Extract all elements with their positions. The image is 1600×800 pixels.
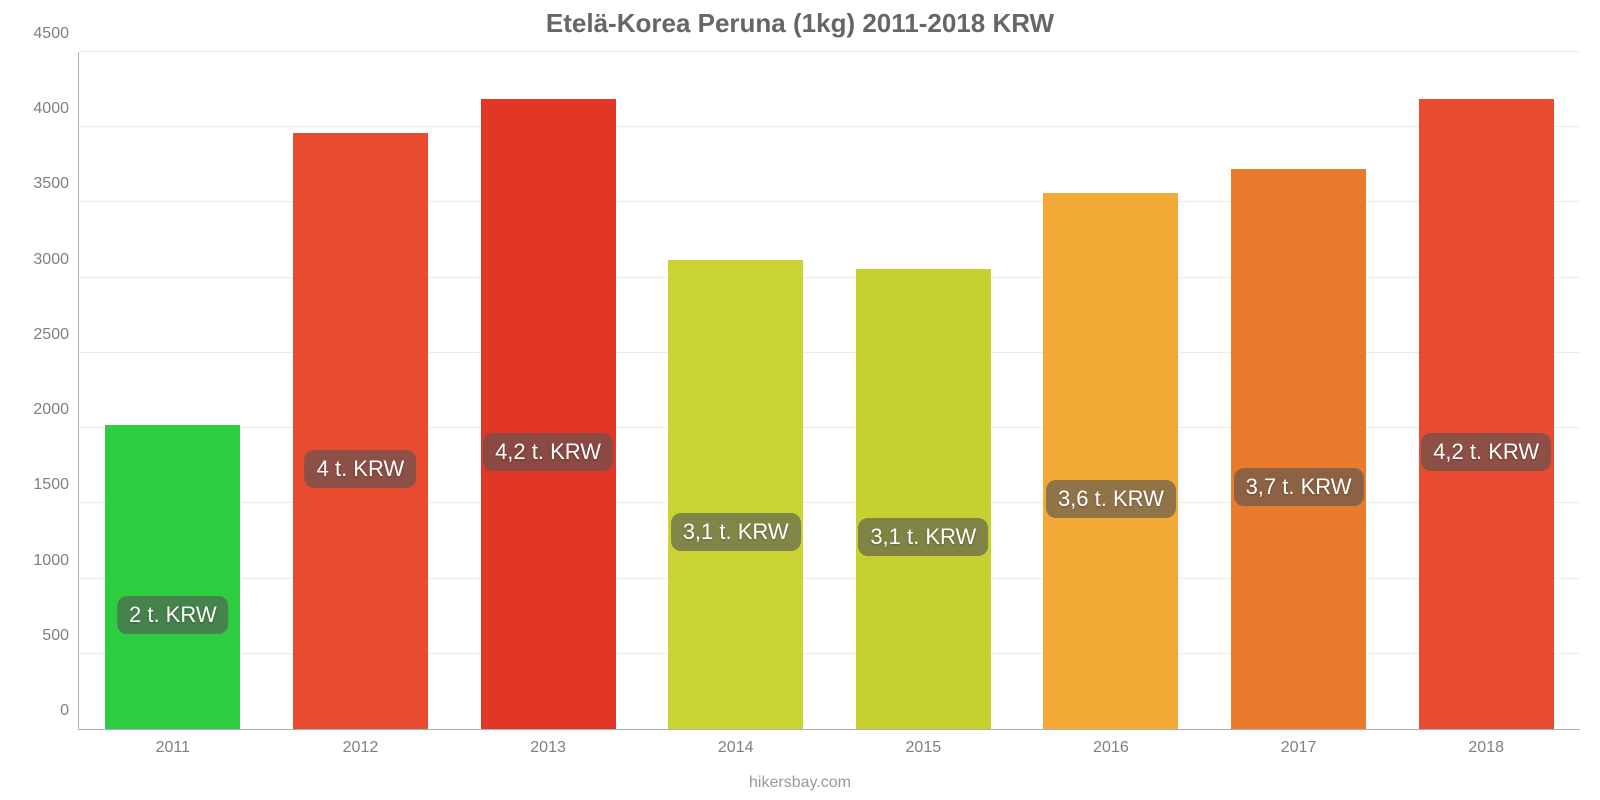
x-tick-label: 2016 — [1093, 739, 1129, 757]
bar: 4,2 t. KRW — [1419, 99, 1554, 729]
x-tick-label: 2013 — [530, 739, 566, 757]
value-badge: 3,7 t. KRW — [1234, 468, 1364, 506]
bar-slot: 4 t. KRW2012 — [267, 52, 455, 729]
bar: 3,1 t. KRW — [668, 260, 803, 729]
x-tick-label: 2017 — [1281, 739, 1317, 757]
y-tick-label: 2500 — [33, 326, 79, 344]
chart-title: Etelä-Korea Peruna (1kg) 2011-2018 KRW — [0, 0, 1600, 45]
bar: 4 t. KRW — [293, 133, 428, 729]
value-badge: 4 t. KRW — [305, 450, 417, 488]
bar-slot: 3,1 t. KRW2014 — [642, 52, 830, 729]
bar: 2 t. KRW — [105, 425, 240, 729]
y-tick-label: 4000 — [33, 100, 79, 118]
bar-slot: 3,7 t. KRW2017 — [1205, 52, 1393, 729]
y-tick-label: 3000 — [33, 251, 79, 269]
x-tick-label: 2014 — [718, 739, 754, 757]
y-tick-label: 3500 — [33, 175, 79, 193]
x-tick-label: 2015 — [906, 739, 942, 757]
x-tick-label: 2018 — [1468, 739, 1504, 757]
y-tick-label: 2000 — [33, 401, 79, 419]
value-badge: 3,6 t. KRW — [1046, 480, 1176, 518]
bar: 3,6 t. KRW — [1043, 193, 1178, 729]
value-badge: 4,2 t. KRW — [1421, 433, 1551, 471]
y-tick-label: 4500 — [33, 25, 79, 43]
y-tick-label: 1500 — [33, 476, 79, 494]
y-tick-label: 0 — [60, 702, 79, 720]
bar-slot: 2 t. KRW2011 — [79, 52, 267, 729]
value-badge: 3,1 t. KRW — [858, 518, 988, 556]
bars-container: 2 t. KRW20114 t. KRW20124,2 t. KRW20133,… — [79, 52, 1580, 729]
x-tick-label: 2011 — [156, 739, 190, 757]
value-badge: 3,1 t. KRW — [671, 513, 801, 551]
attribution-text: hikersbay.com — [749, 774, 851, 792]
y-tick-label: 500 — [42, 627, 79, 645]
bar: 3,7 t. KRW — [1231, 169, 1366, 729]
bar-slot: 4,2 t. KRW2018 — [1392, 52, 1580, 729]
value-badge: 4,2 t. KRW — [483, 433, 613, 471]
value-badge: 2 t. KRW — [117, 596, 229, 634]
bar-slot: 4,2 t. KRW2013 — [454, 52, 642, 729]
bar: 3,1 t. KRW — [856, 269, 991, 729]
y-tick-label: 1000 — [33, 552, 79, 570]
x-tick-label: 2012 — [343, 739, 379, 757]
plot-area: 0500100015002000250030003500400045002 t.… — [78, 52, 1580, 730]
bar: 4,2 t. KRW — [481, 99, 616, 729]
bar-slot: 3,1 t. KRW2015 — [830, 52, 1018, 729]
bar-slot: 3,6 t. KRW2016 — [1017, 52, 1205, 729]
